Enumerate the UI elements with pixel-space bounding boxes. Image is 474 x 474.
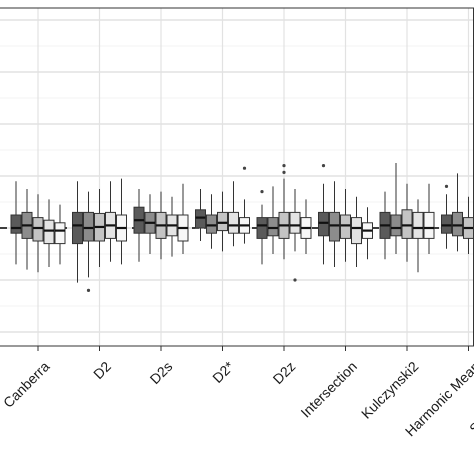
box-5-2 [340, 189, 351, 262]
outlier-point [293, 278, 297, 282]
box-body [289, 211, 301, 234]
x-axis-tick-labels: Canberra D2 D2s D2* D2z IntersectionKulczynsk… [0, 358, 474, 440]
outlier-point [321, 164, 326, 168]
box-body [441, 214, 452, 234]
box-3-3 [228, 181, 239, 247]
box-7-1 [452, 173, 463, 252]
x-tick-label: Kulczynski2 [358, 358, 422, 422]
x-axis-ticks [37, 346, 469, 351]
box-0-0 [10, 181, 22, 265]
box-4-2 [278, 164, 290, 260]
box-body [401, 209, 413, 239]
box-4-0 [256, 190, 268, 265]
box-6-0 [379, 191, 391, 260]
box-body [217, 211, 228, 232]
x-tick-label: Intersection [297, 358, 359, 420]
box-body [452, 211, 463, 237]
outlier-point [444, 184, 449, 188]
outlier-point [86, 288, 91, 292]
box-0-3 [43, 199, 55, 267]
box-body [423, 211, 435, 239]
box-2-4 [177, 183, 189, 254]
box-body [412, 211, 424, 239]
box-body [329, 211, 340, 242]
box-4-1 [267, 186, 279, 254]
x-tick-label: Canberra [0, 358, 53, 411]
box-1-3 [105, 181, 116, 262]
x-tick-label: D2s [147, 358, 176, 387]
x-tick-label: D2 [90, 358, 114, 382]
box-body [228, 211, 239, 234]
box-4-3 [289, 189, 301, 282]
box-0-1 [21, 189, 33, 270]
box-2-3 [166, 196, 178, 257]
box-2-0 [133, 189, 145, 262]
box-5-0 [318, 164, 329, 265]
outlier-point [282, 170, 286, 174]
box-layer [10, 163, 474, 292]
box-6-3 [412, 199, 424, 273]
box-3-2 [217, 191, 228, 252]
box-body [340, 214, 351, 239]
box-body [72, 211, 83, 245]
box-0-2 [32, 194, 44, 273]
box-5-3 [351, 196, 362, 267]
box-2-1 [144, 194, 156, 254]
panel-background [0, 0, 474, 346]
box-0-4 [54, 204, 66, 265]
outlier-point [282, 164, 286, 168]
box-2-2 [155, 191, 167, 260]
box-6-1 [390, 163, 402, 254]
box-5-1 [329, 181, 340, 267]
box-3-4 [239, 166, 250, 244]
box-6-4 [423, 183, 435, 254]
box-body [318, 211, 329, 237]
box-body [390, 214, 402, 237]
box-3-0 [195, 189, 206, 241]
box-body [83, 211, 94, 242]
outlier-point [260, 190, 264, 194]
box-4-4 [300, 199, 312, 254]
box-3-1 [206, 194, 217, 249]
x-tick-label: D2* [209, 358, 237, 386]
box-body [54, 222, 66, 245]
box-1-4 [116, 178, 127, 265]
box-body [256, 217, 268, 239]
box-body [206, 214, 217, 234]
box-body [351, 217, 362, 245]
box-1-1 [83, 191, 94, 292]
box-body [195, 209, 206, 229]
outlier-point [242, 166, 247, 170]
box-body [32, 217, 44, 242]
box-1-0 [72, 181, 83, 283]
box-body [43, 219, 55, 245]
box-5-4 [362, 207, 373, 260]
box-body [10, 214, 22, 234]
box-1-2 [94, 189, 105, 267]
box-body [267, 217, 279, 237]
x-tick-label: D2z [270, 358, 299, 387]
box-6-2 [401, 183, 413, 262]
box-7-0 [441, 184, 452, 249]
